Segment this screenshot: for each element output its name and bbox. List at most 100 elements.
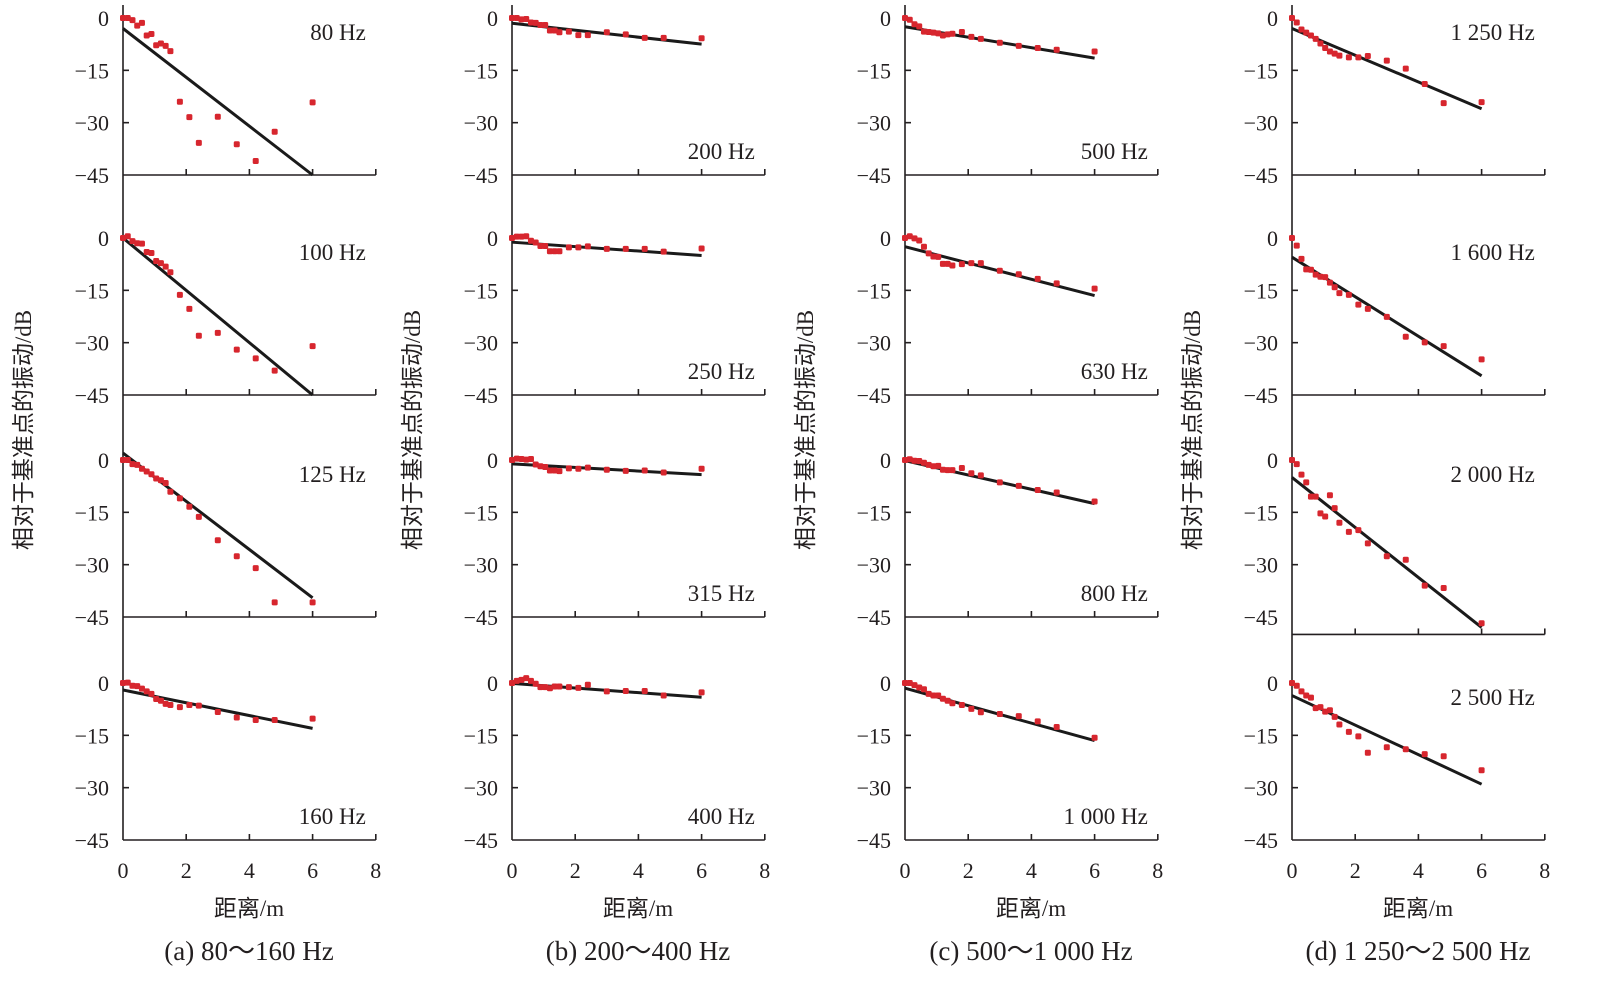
data-point (925, 461, 932, 468)
y-tick-label: 0 (1267, 6, 1278, 31)
data-point (1015, 271, 1022, 278)
data-point (1364, 53, 1371, 60)
y-tick-label: −45 (1244, 383, 1278, 408)
data-point (906, 680, 913, 686)
data-point (575, 465, 582, 472)
data-point (939, 260, 946, 267)
data-point (1331, 284, 1338, 291)
data-point (996, 267, 1003, 274)
x-tick-label: 2 (181, 858, 192, 883)
data-point (1478, 620, 1485, 627)
x-tick-label: 2 (1350, 858, 1361, 883)
x-tick-label: 6 (1476, 858, 1487, 883)
data-point (1317, 40, 1324, 47)
y-tick-label: −15 (75, 500, 109, 525)
data-point (958, 465, 965, 472)
y-tick-label: 0 (487, 6, 498, 31)
data-point (1303, 692, 1310, 699)
data-point (214, 113, 221, 120)
data-point (968, 33, 975, 40)
y-tick-label: 0 (98, 6, 109, 31)
data-point (584, 243, 591, 250)
data-point (129, 238, 136, 245)
data-point (129, 461, 136, 468)
data-point (556, 248, 563, 255)
y-tick-label: −45 (857, 828, 891, 853)
data-point (167, 701, 174, 708)
data-point (1478, 767, 1485, 774)
data-point (124, 457, 131, 463)
data-point (214, 329, 221, 336)
data-point (309, 599, 316, 606)
y-tick-label: 0 (880, 226, 891, 251)
x-tick-label: 6 (1089, 858, 1100, 883)
data-point (1317, 510, 1324, 517)
data-point (195, 513, 202, 520)
data-point (575, 32, 582, 39)
data-point (660, 469, 667, 476)
data-point (233, 141, 240, 148)
data-point (153, 258, 160, 265)
data-point (556, 683, 563, 690)
x-tick-label: 8 (370, 858, 381, 883)
data-point (1345, 54, 1352, 61)
regression-line (1291, 27, 1483, 111)
y-tick-label: 0 (1267, 226, 1278, 251)
y-tick-label: −15 (1244, 278, 1278, 303)
data-point (1015, 713, 1022, 720)
y-tick-label: −30 (464, 331, 498, 356)
data-point (565, 684, 572, 691)
data-point (546, 685, 553, 692)
y-tick-label: −15 (75, 58, 109, 83)
data-point (1355, 733, 1362, 740)
data-point (935, 692, 942, 699)
data-point (233, 346, 240, 353)
data-point (148, 690, 155, 697)
y-tick-label: −45 (75, 383, 109, 408)
data-point (996, 479, 1003, 486)
data-point (977, 709, 984, 716)
data-point (134, 240, 141, 247)
x-tick-label: 4 (1413, 858, 1424, 883)
data-point (1034, 718, 1041, 725)
data-point (1355, 54, 1362, 61)
data-point (1015, 42, 1022, 49)
data-point (920, 459, 927, 466)
data-point (214, 537, 221, 544)
data-point (527, 677, 534, 684)
data-point (968, 260, 975, 267)
data-point (1091, 285, 1098, 292)
data-point (532, 239, 539, 246)
y-tick-label: 0 (487, 671, 498, 696)
y-tick-label: −30 (1244, 331, 1278, 356)
data-point (1326, 492, 1333, 499)
data-point (153, 475, 160, 482)
data-point (509, 235, 515, 241)
data-point (1440, 100, 1447, 107)
data-point (603, 245, 610, 252)
data-point (1355, 301, 1362, 308)
data-point (968, 470, 975, 477)
data-point (134, 22, 141, 29)
data-point (1307, 493, 1314, 500)
y-tick-label: 0 (1267, 448, 1278, 473)
y-tick-label: −30 (75, 111, 109, 136)
y-tick-label: −30 (1244, 553, 1278, 578)
frequency-label: 2 000 Hz (1450, 462, 1534, 487)
data-point (195, 139, 202, 146)
data-point (1478, 99, 1485, 106)
data-point (153, 42, 160, 49)
data-point (916, 237, 923, 244)
data-point (1091, 734, 1098, 741)
data-point (996, 711, 1003, 718)
data-point (271, 716, 278, 723)
data-point (906, 16, 913, 23)
data-point (1383, 57, 1390, 64)
data-point (1293, 461, 1300, 468)
y-tick-label: −30 (75, 331, 109, 356)
data-point (527, 237, 534, 244)
data-point (1345, 528, 1352, 535)
data-point (1402, 65, 1409, 72)
data-point (622, 688, 629, 695)
data-point (1303, 29, 1310, 36)
